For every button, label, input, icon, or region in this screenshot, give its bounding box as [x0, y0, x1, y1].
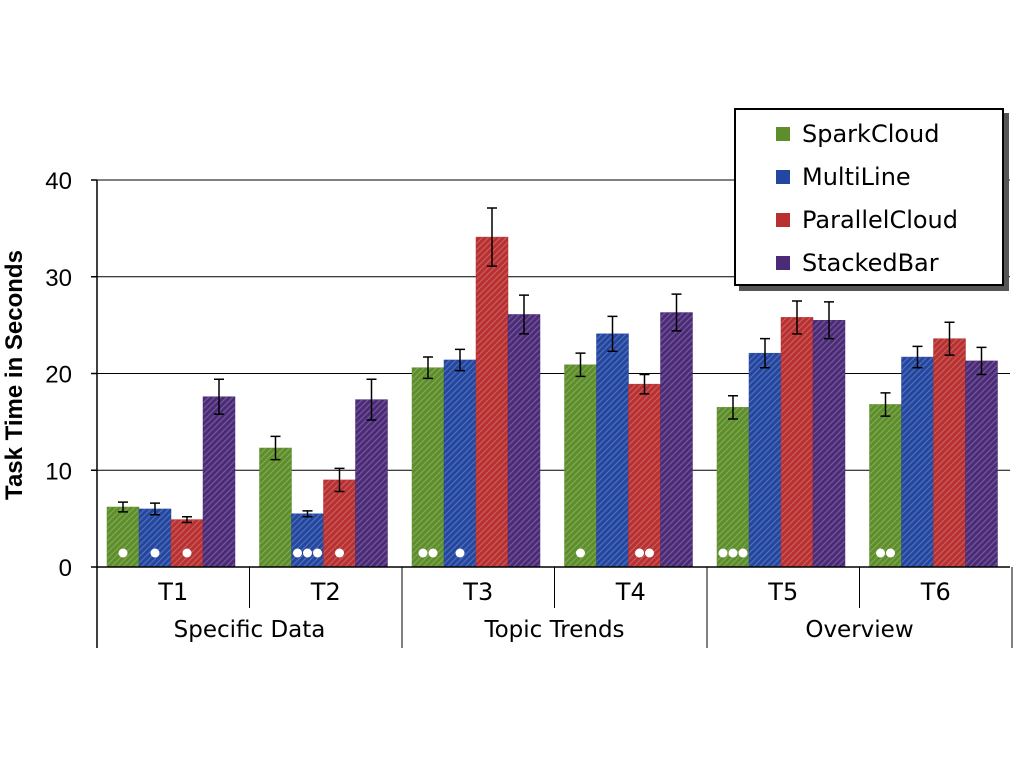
bar-parallelcloud-t5 — [780, 317, 814, 568]
y-tick-label: 30 — [45, 265, 72, 292]
y-axis-label: Task Time in Seconds — [1, 250, 28, 500]
bar-parallelcloud-t1 — [170, 519, 204, 568]
bar-sparkcloud-t1 — [106, 506, 140, 568]
error-bar — [728, 395, 738, 420]
legend-swatch-stackedbar — [776, 256, 790, 270]
significance-dot — [718, 548, 728, 558]
legend-label: MultiLine — [802, 163, 911, 191]
significance-dot — [313, 548, 322, 558]
bar-multiline-t2 — [291, 513, 324, 568]
legend-item-multiline: MultiLine — [776, 162, 911, 192]
legend-label: SparkCloud — [802, 120, 940, 148]
significance-dot — [418, 548, 428, 558]
x-tick-label: T1 — [157, 578, 188, 606]
bar-sparkcloud-t2 — [259, 447, 292, 568]
bar-sparkcloud-t5 — [716, 407, 750, 568]
significance-dot — [886, 548, 895, 558]
x-tick-label: T3 — [462, 578, 493, 606]
axes — [91, 179, 1013, 648]
error-bar — [519, 294, 529, 335]
x-tick-label: T2 — [310, 578, 341, 606]
error-bar — [912, 345, 923, 369]
error-bar — [334, 467, 345, 493]
bar-multiline-t3 — [443, 359, 477, 568]
significance-dot — [635, 548, 644, 558]
legend-item-stackedbar: StackedBar — [776, 248, 939, 278]
bar-multiline-t4 — [596, 333, 629, 568]
significance-dot — [576, 548, 585, 558]
error-bar — [118, 501, 128, 513]
group-label: Specific Data — [174, 617, 326, 643]
error-bar — [671, 293, 682, 332]
bar-parallelcloud-t6 — [933, 338, 966, 568]
significance-dot — [182, 548, 192, 558]
significance-dot — [645, 548, 654, 558]
error-bar — [607, 315, 618, 352]
significance-dot — [303, 548, 312, 558]
legend: SparkCloud MultiLine ParallelCloud Stack… — [734, 108, 1004, 286]
error-bar — [824, 301, 834, 340]
y-tick-label: 10 — [45, 458, 72, 485]
bar-multiline-t5 — [748, 352, 782, 568]
error-bar — [455, 348, 465, 372]
significance-dot — [118, 548, 128, 558]
error-bar — [792, 300, 802, 335]
error-bar — [302, 510, 313, 518]
legend-item-sparkcloud: SparkCloud — [776, 119, 940, 149]
legend-swatch-sparkcloud — [776, 127, 790, 141]
significance-dot — [150, 548, 160, 558]
error-bar — [487, 207, 497, 267]
bar-stackedbar-t1 — [202, 396, 236, 568]
bar-sparkcloud-t4 — [564, 364, 597, 568]
y-tick-label: 20 — [45, 362, 72, 389]
bar-stackedbar-t4 — [660, 312, 693, 568]
bar-sparkcloud-t3 — [411, 367, 445, 568]
significance-dot — [428, 548, 438, 558]
group-label: Topic Trends — [483, 617, 624, 643]
bar-multiline-t6 — [901, 356, 934, 568]
error-bar — [976, 346, 987, 376]
error-bar — [214, 378, 224, 415]
legend-swatch-multiline — [776, 170, 790, 184]
legend-swatch-parallelcloud — [776, 213, 790, 227]
bar-stackedbar-t5 — [812, 320, 846, 568]
error-bar — [944, 321, 955, 356]
significance-dot — [876, 548, 885, 558]
significance-dot — [293, 548, 302, 558]
bar-parallelcloud-t4 — [628, 383, 661, 568]
x-tick-label: T6 — [920, 578, 951, 606]
y-tick-label: 0 — [59, 555, 72, 582]
bar-sparkcloud-t6 — [869, 404, 902, 568]
legend-label: ParallelCloud — [802, 206, 958, 234]
legend-item-parallelcloud: ParallelCloud — [776, 205, 958, 235]
group-label: Overview — [805, 617, 913, 643]
bar-parallelcloud-t3 — [475, 236, 509, 568]
significance-dot — [335, 548, 344, 558]
error-bar — [575, 352, 586, 378]
error-bar — [639, 373, 650, 395]
bar-multiline-t1 — [138, 508, 172, 568]
error-bar — [150, 502, 160, 516]
error-bar — [760, 337, 770, 369]
bar-stackedbar-t2 — [355, 399, 388, 568]
bar-stackedbar-t3 — [507, 314, 541, 568]
error-bar — [423, 356, 433, 380]
error-bar — [182, 515, 192, 524]
y-tick-label: 40 — [45, 168, 72, 195]
significance-dot — [728, 548, 738, 558]
bars — [106, 207, 998, 568]
x-tick-label: T4 — [615, 578, 646, 606]
error-bar — [366, 378, 377, 421]
legend-label: StackedBar — [802, 249, 939, 277]
bar-stackedbar-t6 — [965, 360, 998, 568]
tick-labels: 0 10 20 30 40 T1 T2 T3 T4 T5 T6 Specific Data Topic … — [45, 168, 950, 643]
significance-dot — [738, 548, 748, 558]
significance-dot — [455, 548, 465, 558]
error-bar — [880, 392, 891, 417]
x-tick-label: T5 — [767, 578, 798, 606]
error-bar — [270, 435, 281, 461]
